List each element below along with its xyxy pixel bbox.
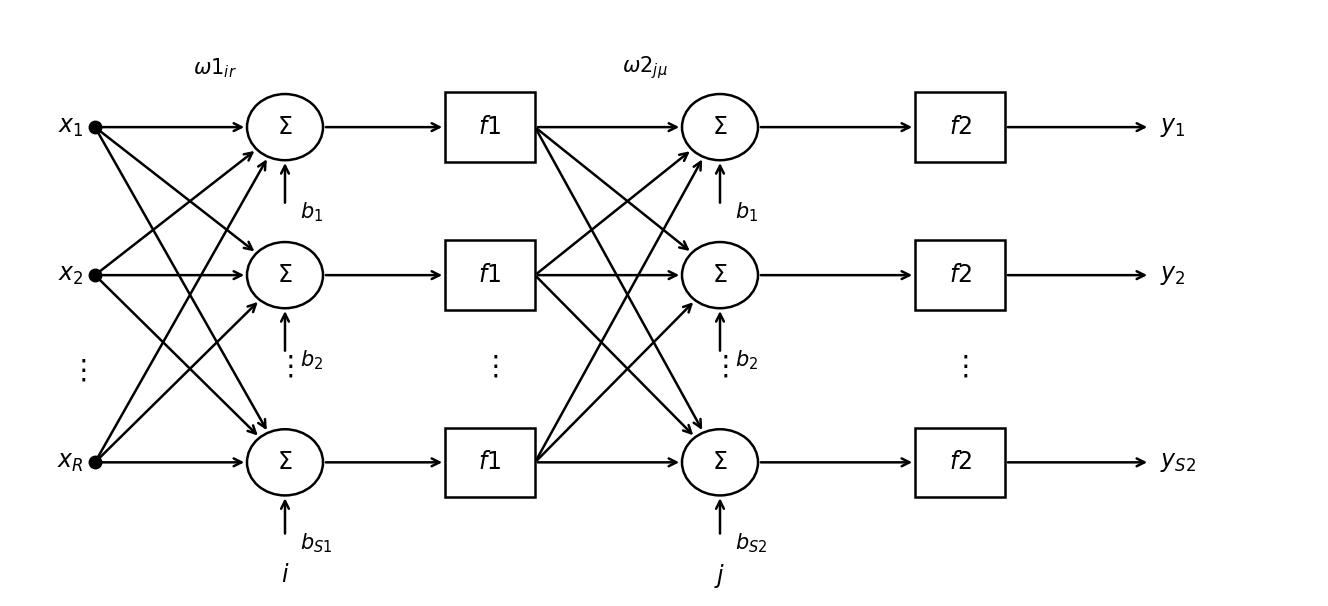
Text: $\Sigma$: $\Sigma$ (278, 116, 292, 139)
Text: $f2$: $f2$ (948, 264, 972, 287)
Bar (915, 427, 1005, 497)
Text: $\Sigma$: $\Sigma$ (712, 264, 728, 287)
Text: $\Sigma$: $\Sigma$ (712, 451, 728, 474)
Text: $x_2$: $x_2$ (57, 264, 82, 287)
Text: $b_1$: $b_1$ (734, 201, 758, 224)
Text: $\omega2_{j\mu}$: $\omega2_{j\mu}$ (622, 55, 668, 81)
Bar (445, 427, 535, 497)
Text: $y_1$: $y_1$ (1159, 116, 1186, 139)
Text: $f1$: $f1$ (478, 116, 502, 139)
Bar (445, 92, 535, 162)
Text: $x_R$: $x_R$ (57, 451, 82, 474)
Bar (915, 92, 1005, 162)
Text: $\Sigma$: $\Sigma$ (712, 116, 728, 139)
Text: $\vdots$: $\vdots$ (69, 358, 86, 384)
Bar (915, 241, 1005, 310)
Text: $f1$: $f1$ (478, 264, 502, 287)
Text: $y_2$: $y_2$ (1159, 264, 1186, 287)
Text: $b_{S2}$: $b_{S2}$ (734, 531, 768, 555)
Bar (445, 241, 535, 310)
Text: $f1$: $f1$ (478, 451, 502, 474)
Text: $b_1$: $b_1$ (300, 201, 323, 224)
Text: $y_{S2}$: $y_{S2}$ (1159, 451, 1197, 474)
Text: $\Sigma$: $\Sigma$ (278, 264, 292, 287)
Text: $f2$: $f2$ (948, 451, 972, 474)
Text: $b_{S1}$: $b_{S1}$ (300, 531, 332, 555)
Text: $f2$: $f2$ (948, 116, 972, 139)
Text: $b_2$: $b_2$ (300, 348, 323, 372)
Text: $\vdots$: $\vdots$ (481, 353, 498, 380)
Text: $\vdots$: $\vdots$ (712, 353, 729, 380)
Text: $i$: $i$ (280, 564, 290, 587)
Text: $b_2$: $b_2$ (734, 348, 758, 372)
Text: $\omega1_{ir}$: $\omega1_{ir}$ (193, 56, 236, 80)
Text: $x_1$: $x_1$ (57, 116, 82, 139)
Text: $\Sigma$: $\Sigma$ (278, 451, 292, 474)
Text: $\vdots$: $\vdots$ (951, 353, 968, 380)
Text: $\vdots$: $\vdots$ (276, 353, 293, 380)
Text: $j$: $j$ (714, 562, 725, 590)
